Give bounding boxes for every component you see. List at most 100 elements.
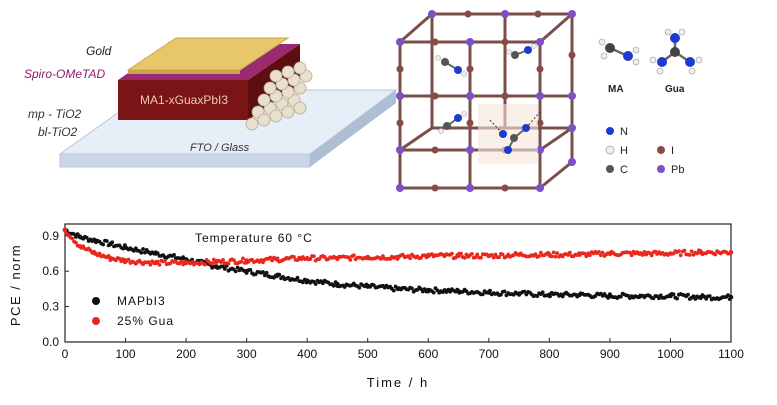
x-tick-label: 0 [62,347,69,361]
cation-gua [478,104,541,164]
data-point [181,262,186,267]
data-point [348,258,353,262]
data-point [691,294,696,299]
y-axis-ticks: 0.0 0.3 0.6 0.9 [42,229,69,349]
y-tick-label: 0.3 [42,300,59,314]
data-point [97,251,102,256]
data-point [179,259,184,264]
data-point [488,288,492,293]
data-point [473,255,478,260]
data-point [70,236,75,241]
data-point [301,280,305,285]
stability-chart: 0 100 200 300 400 500 600 700 800 900 1000 1100 0.0… [8,223,744,390]
data-point [640,253,645,257]
data-point [313,282,318,286]
data-point [549,254,554,259]
data-point [462,256,467,260]
fto-glass-label: FTO / Glass [190,142,250,154]
data-point [311,254,316,258]
x-tick-label: 800 [539,347,559,361]
data-point [502,289,507,294]
data-point [497,255,501,260]
data-series [62,227,734,302]
data-point [212,257,216,262]
x-tick-label: 1000 [657,347,684,361]
data-point [146,260,151,264]
data-point [713,252,718,257]
x-axis-label: Time / h [367,375,429,390]
data-point [597,250,601,254]
legend-pb-label: Pb [671,164,684,176]
legend-n-dot [606,127,614,135]
x-tick-label: 900 [600,347,620,361]
x-tick-label: 300 [237,347,257,361]
data-point [500,252,505,257]
gold-label: Gold [86,44,112,58]
data-point [600,250,605,255]
legend-n-label: N [620,126,628,138]
data-point [671,292,676,297]
data-point [560,294,565,299]
data-point [695,251,699,256]
data-point [459,251,463,256]
data-point [535,294,540,298]
data-point [121,257,125,261]
x-tick-label: 200 [176,347,196,361]
pb-atoms [396,10,576,192]
data-point [74,240,78,245]
data-point [657,296,661,301]
data-point [618,294,623,299]
data-point [172,253,176,257]
data-point [148,262,153,267]
data-point [226,261,231,266]
data-point [480,292,485,297]
data-point [239,259,244,264]
data-point [649,253,654,258]
data-point [726,293,730,297]
data-point [268,255,273,260]
data-point [357,285,362,290]
series-mapbi3 [62,227,734,302]
data-point [248,268,253,272]
data-point [308,257,313,261]
legend-gua-marker [92,317,100,325]
y-tick-label: 0.9 [42,229,59,243]
x-tick-label: 400 [297,347,317,361]
data-point [408,256,412,261]
data-point [689,249,694,254]
data-point [678,253,683,258]
legend-i-label: I [671,145,674,157]
data-point [391,288,396,293]
legend-mapbi3-marker [92,297,100,305]
temperature-annotation: Temperature 60 °C [195,231,313,245]
x-tick-label: 700 [479,347,499,361]
x-axis-ticks: 0 100 200 300 400 500 600 700 800 900 1000 1100 [62,338,744,361]
data-point [74,235,78,239]
data-point [707,294,712,299]
data-point [553,254,558,259]
data-point [629,253,634,258]
data-point [489,253,494,257]
legend-c-label: C [620,164,628,176]
x-tick-label: 1100 [718,347,744,361]
data-point [675,296,679,301]
data-point [351,253,356,258]
legend-pb-dot [657,165,665,173]
data-point [479,255,483,260]
data-point [333,280,338,285]
crystal-structure-diagram: MA Gua N I H Pb C [396,10,703,192]
data-point [261,270,265,274]
data-point [491,255,496,260]
data-point [539,250,543,255]
data-point [264,270,269,275]
data-point [687,253,692,257]
data-point [72,232,76,237]
data-point [110,240,115,245]
data-point [292,255,296,259]
data-point [270,258,274,263]
data-point [143,250,147,255]
data-point [203,262,207,267]
perovskite-front [118,80,248,120]
legend-gua-label: 25% Gua [117,314,174,328]
data-point [455,287,460,292]
